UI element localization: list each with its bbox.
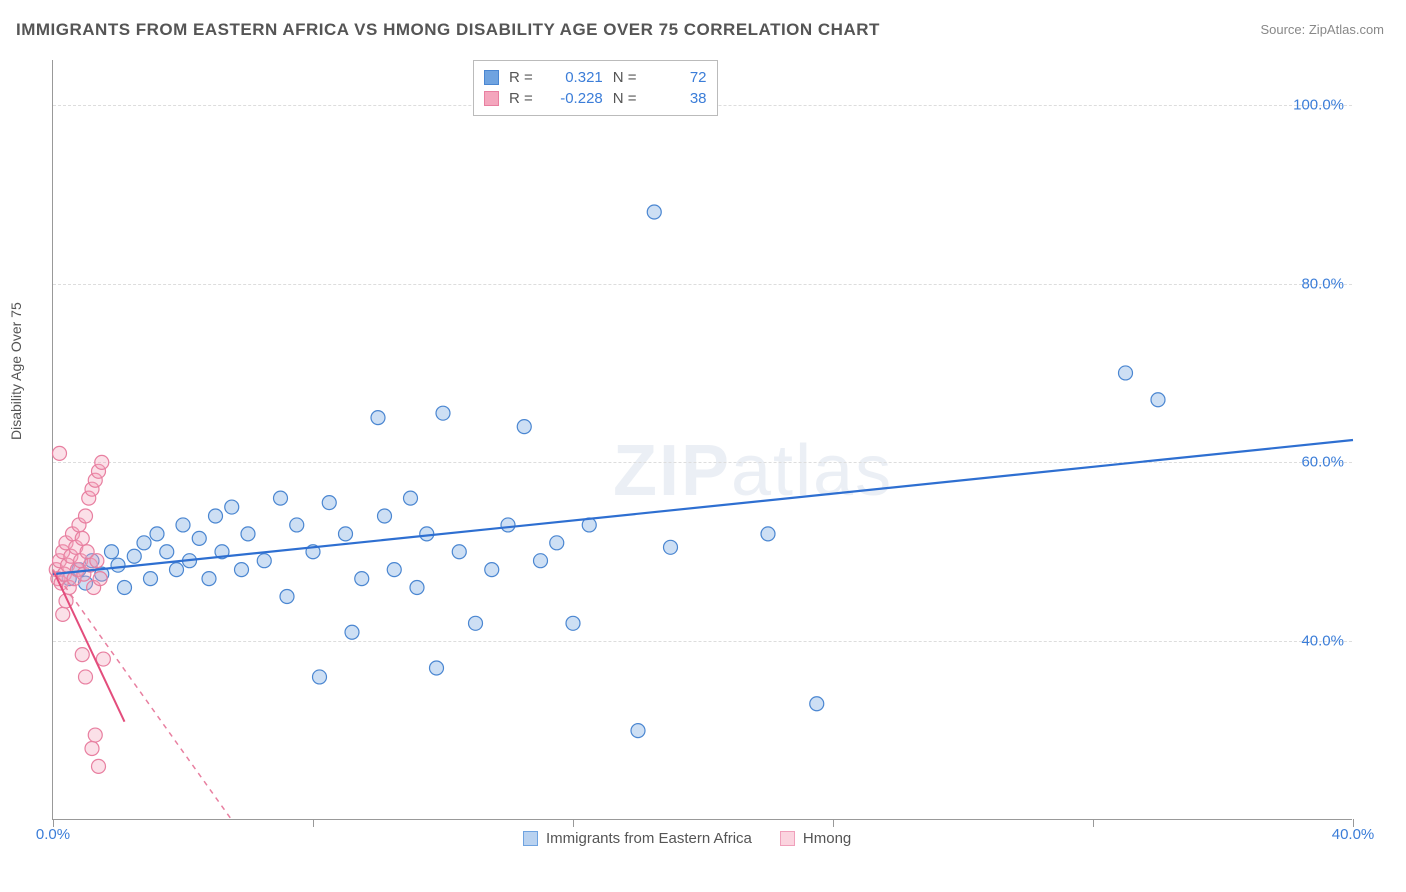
data-point bbox=[192, 531, 206, 545]
data-point bbox=[111, 558, 125, 572]
legend-item-0: Immigrants from Eastern Africa bbox=[523, 830, 752, 847]
data-point bbox=[517, 420, 531, 434]
stats-legend: R =0.321 N =72 R =-0.228 N =38 bbox=[473, 60, 718, 116]
data-point bbox=[1119, 366, 1133, 380]
data-point bbox=[387, 563, 401, 577]
data-point bbox=[150, 527, 164, 541]
data-point bbox=[345, 625, 359, 639]
trend-line bbox=[53, 570, 232, 820]
x-tick bbox=[313, 819, 314, 827]
data-point bbox=[127, 549, 141, 563]
data-point bbox=[93, 572, 107, 586]
data-point bbox=[430, 661, 444, 675]
data-point bbox=[290, 518, 304, 532]
data-point bbox=[322, 496, 336, 510]
chart-title: IMMIGRANTS FROM EASTERN AFRICA VS HMONG … bbox=[16, 20, 880, 40]
legend-label-0: Immigrants from Eastern Africa bbox=[546, 830, 752, 847]
legend-label-1: Hmong bbox=[803, 830, 851, 847]
data-point bbox=[160, 545, 174, 559]
data-point bbox=[170, 563, 184, 577]
x-tick bbox=[1093, 819, 1094, 827]
data-point bbox=[485, 563, 499, 577]
data-point bbox=[404, 491, 418, 505]
stats-row-series-0: R =0.321 N =72 bbox=[484, 67, 707, 88]
data-point bbox=[75, 531, 89, 545]
data-point bbox=[761, 527, 775, 541]
legend-swatch-0 bbox=[523, 831, 538, 846]
swatch-series-0 bbox=[484, 70, 499, 85]
data-point bbox=[1151, 393, 1165, 407]
data-point bbox=[436, 406, 450, 420]
data-point bbox=[313, 670, 327, 684]
plot-area: ZIPatlas 40.0%60.0%80.0%100.0% 0.0%40.0%… bbox=[52, 60, 1352, 820]
stats-row-series-1: R =-0.228 N =38 bbox=[484, 88, 707, 109]
data-point bbox=[631, 724, 645, 738]
data-point bbox=[79, 670, 93, 684]
data-point bbox=[96, 652, 110, 666]
data-point bbox=[90, 554, 104, 568]
data-point bbox=[56, 607, 70, 621]
legend-item-1: Hmong bbox=[780, 830, 851, 847]
data-point bbox=[339, 527, 353, 541]
data-point bbox=[501, 518, 515, 532]
data-point bbox=[75, 648, 89, 662]
source-attribution: Source: ZipAtlas.com bbox=[1260, 22, 1384, 37]
data-point bbox=[225, 500, 239, 514]
data-point bbox=[378, 509, 392, 523]
data-point bbox=[280, 589, 294, 603]
data-point bbox=[118, 581, 132, 595]
data-point bbox=[88, 728, 102, 742]
chart-svg bbox=[53, 60, 1352, 819]
data-point bbox=[235, 563, 249, 577]
data-point bbox=[355, 572, 369, 586]
data-point bbox=[257, 554, 271, 568]
data-point bbox=[92, 759, 106, 773]
x-tick-label: 0.0% bbox=[36, 826, 70, 843]
data-point bbox=[469, 616, 483, 630]
bottom-legend: Immigrants from Eastern Africa Hmong bbox=[523, 830, 851, 847]
data-point bbox=[550, 536, 564, 550]
data-point bbox=[176, 518, 190, 532]
data-point bbox=[452, 545, 466, 559]
data-point bbox=[105, 545, 119, 559]
data-point bbox=[534, 554, 548, 568]
data-point bbox=[202, 572, 216, 586]
data-point bbox=[647, 205, 661, 219]
x-tick bbox=[833, 819, 834, 827]
data-point bbox=[53, 446, 67, 460]
data-point bbox=[664, 540, 678, 554]
x-tick-label: 40.0% bbox=[1332, 826, 1375, 843]
data-point bbox=[85, 741, 99, 755]
data-point bbox=[241, 527, 255, 541]
swatch-series-1 bbox=[484, 91, 499, 106]
data-point bbox=[420, 527, 434, 541]
y-axis-label: Disability Age Over 75 bbox=[8, 302, 24, 440]
data-point bbox=[810, 697, 824, 711]
x-tick bbox=[573, 819, 574, 827]
data-point bbox=[566, 616, 580, 630]
data-point bbox=[371, 411, 385, 425]
data-point bbox=[410, 581, 424, 595]
data-point bbox=[95, 455, 109, 469]
trend-line bbox=[53, 440, 1353, 574]
data-point bbox=[209, 509, 223, 523]
legend-swatch-1 bbox=[780, 831, 795, 846]
data-point bbox=[144, 572, 158, 586]
data-point bbox=[274, 491, 288, 505]
data-point bbox=[137, 536, 151, 550]
data-point bbox=[79, 509, 93, 523]
